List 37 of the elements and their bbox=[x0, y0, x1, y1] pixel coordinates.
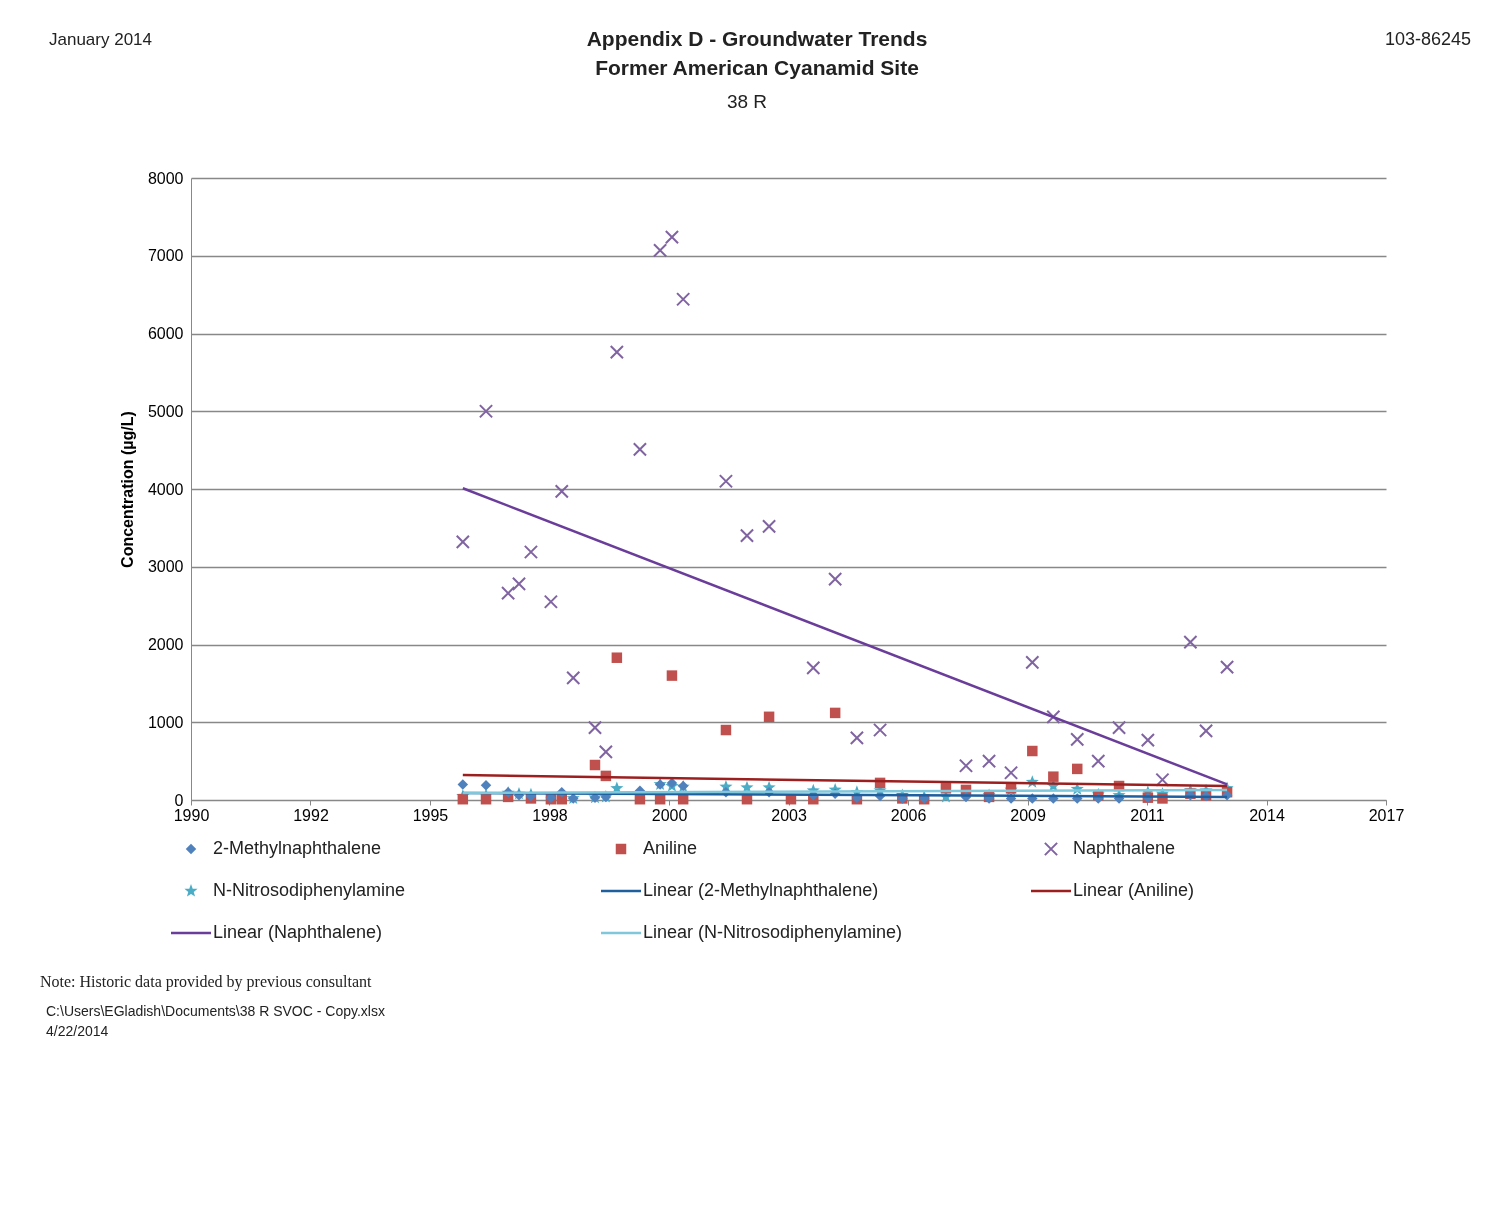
x-tick-label: 2003 bbox=[771, 806, 807, 824]
chart-subtitle: Former American Cyanamid Site bbox=[595, 56, 919, 79]
y-tick-label: 5000 bbox=[147, 402, 184, 420]
y-tick-label: 4000 bbox=[147, 480, 184, 498]
y-tick-label: 1000 bbox=[147, 713, 184, 731]
text: January 2014 bbox=[49, 30, 153, 49]
x-tick-label: 2014 bbox=[1249, 806, 1285, 824]
chart-title: Appendix D - Groundwater Trends bbox=[586, 27, 928, 50]
legend-label: 2-Methylnaphthalene bbox=[213, 838, 382, 858]
legend-label: Linear (2-Methylnaphthalene) bbox=[643, 880, 879, 900]
y-axis-title: Concentration (µg/L) bbox=[118, 411, 136, 568]
text: Note: Historic data provided by previous consultant bbox=[40, 973, 373, 991]
text: 4/22/2014 bbox=[46, 1023, 109, 1039]
x-tick-label: 2009 bbox=[1010, 806, 1046, 824]
legend-label: Naphthalene bbox=[1073, 838, 1176, 858]
y-tick-label: 6000 bbox=[147, 325, 184, 342]
x-tick-label: 2006 bbox=[890, 806, 927, 824]
x-tick-label: 2011 bbox=[1130, 806, 1165, 824]
x-tick-label: 1992 bbox=[293, 806, 329, 824]
y-tick-label: 3000 bbox=[147, 558, 184, 576]
legend-label: Linear (Aniline) bbox=[1073, 880, 1195, 900]
y-tick-label: 8000 bbox=[147, 169, 184, 187]
x-tick-label: 2017 bbox=[1368, 806, 1405, 824]
text: 103-86245 bbox=[1384, 29, 1471, 49]
legend-label: Linear (Naphthalene) bbox=[213, 922, 383, 942]
x-tick-label: 1998 bbox=[532, 806, 568, 824]
y-tick-label: 0 bbox=[174, 791, 184, 809]
legend-label: Linear (N-Nitrosodiphenylamine) bbox=[643, 922, 903, 942]
x-tick-label: 2000 bbox=[651, 806, 688, 824]
legend-label: Aniline bbox=[643, 838, 698, 858]
text: 38 R bbox=[726, 91, 768, 112]
y-tick-label: 7000 bbox=[147, 247, 184, 265]
x-tick-label: 1990 bbox=[173, 806, 210, 824]
x-tick-label: 1995 bbox=[412, 806, 449, 824]
y-tick-label: 2000 bbox=[147, 636, 184, 653]
legend-label: N-Nitrosodiphenylamine bbox=[213, 880, 406, 900]
text: C:\Users\EGladish\Documents\38 R SVOC - Copy.xlsx bbox=[46, 1003, 385, 1019]
